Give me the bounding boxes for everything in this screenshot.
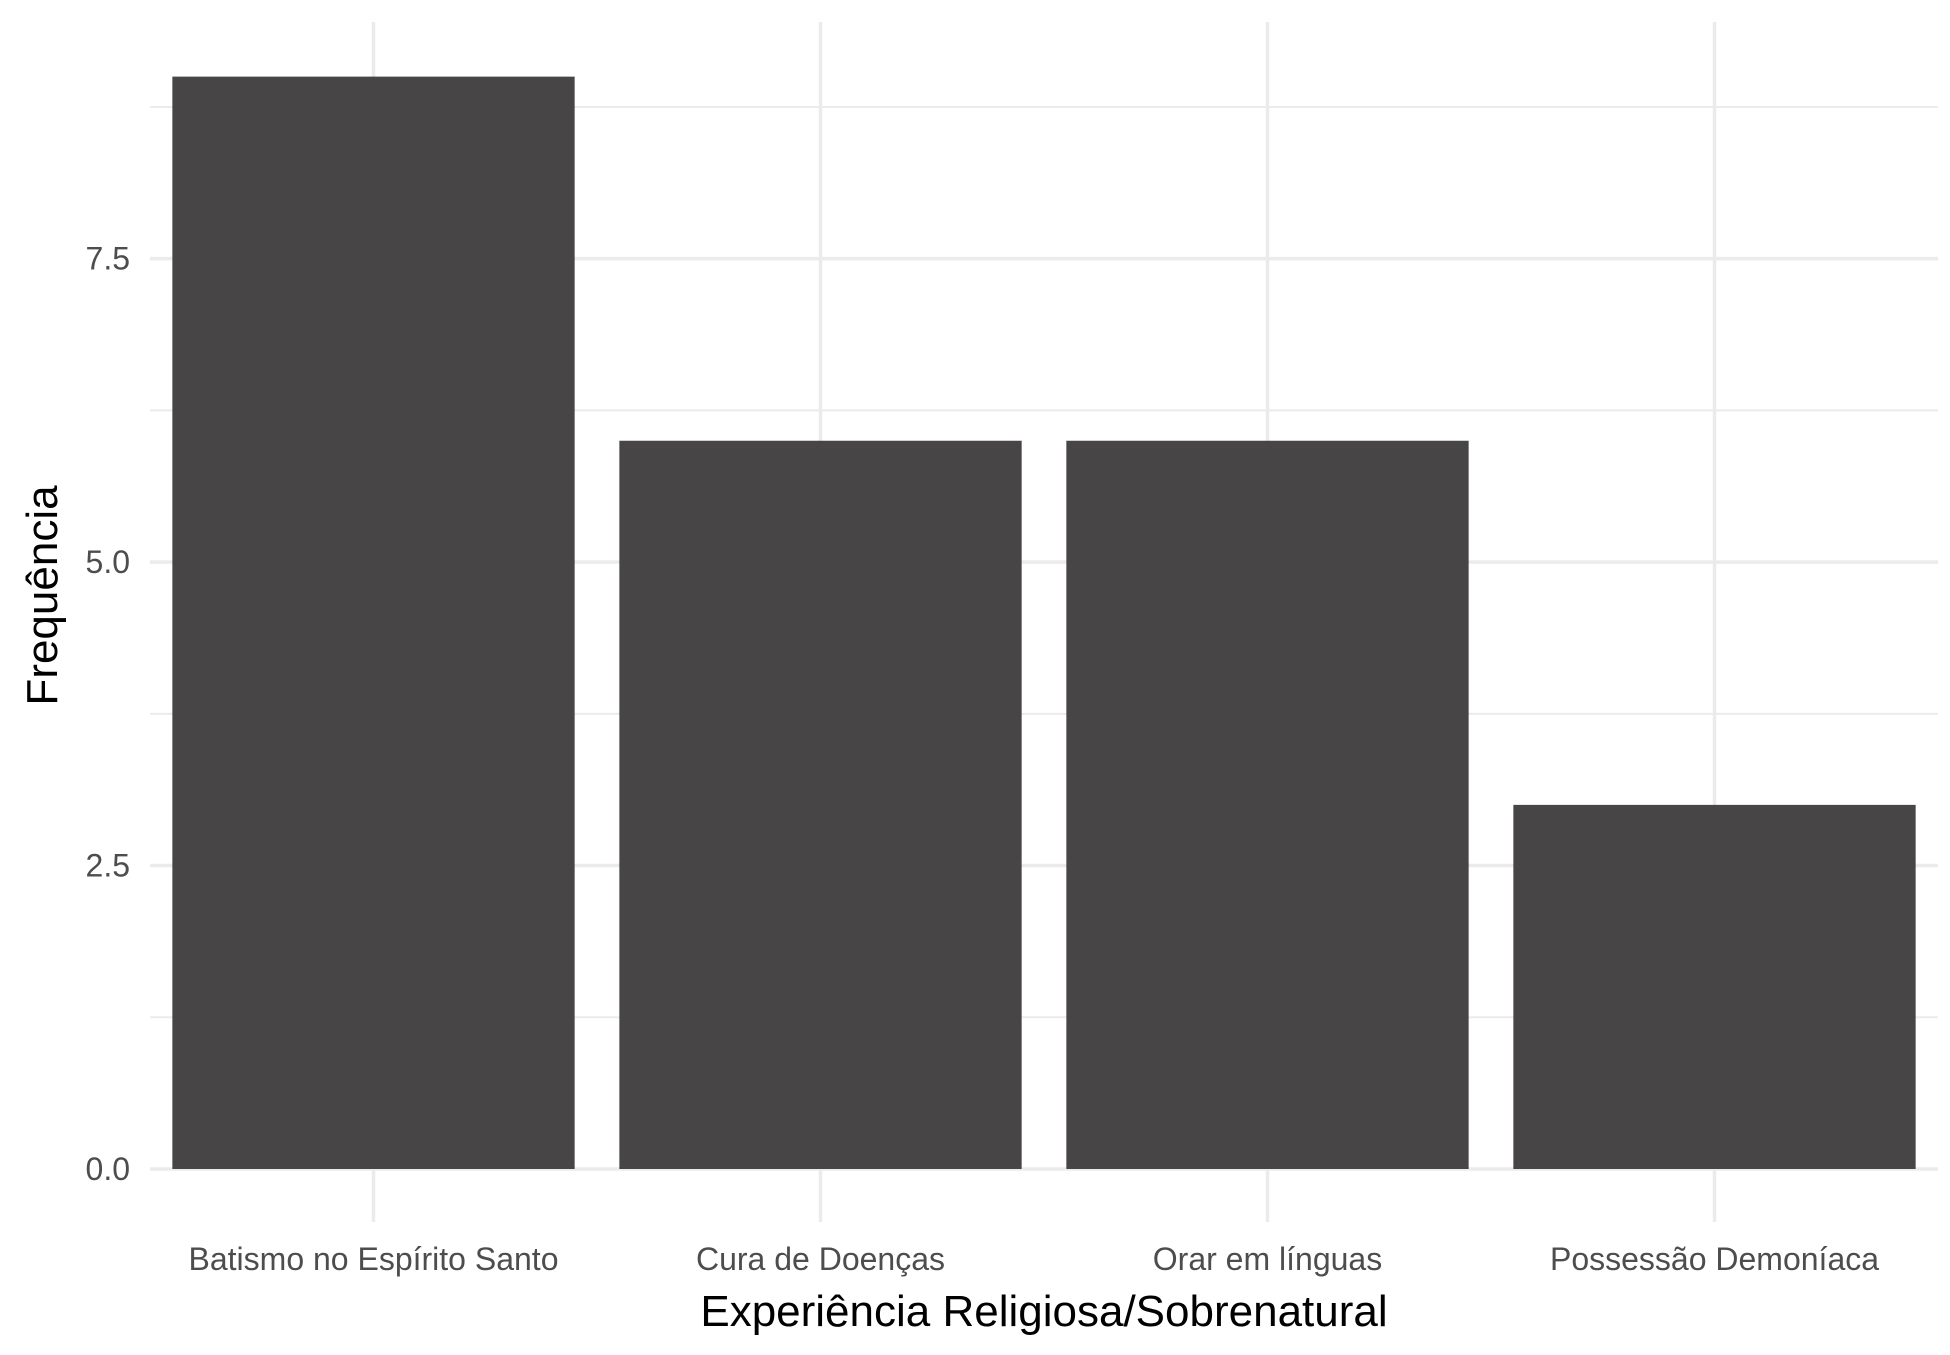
bar bbox=[172, 76, 575, 1170]
x-axis-ticks: Batismo no Espírito Santo Cura de Doenças… bbox=[189, 1241, 1880, 1277]
y-tick-label: 2.5 bbox=[86, 848, 130, 884]
x-tick-label: Batismo no Espírito Santo bbox=[189, 1241, 559, 1277]
y-tick-label: 5.0 bbox=[86, 544, 130, 580]
x-tick-label: Orar em línguas bbox=[1153, 1241, 1382, 1277]
y-axis-title: Frequência bbox=[18, 485, 67, 706]
bar bbox=[619, 440, 1022, 1169]
y-axis-ticks: 0.0 2.5 5.0 7.5 bbox=[86, 241, 130, 1187]
y-tick-label: 7.5 bbox=[86, 241, 130, 277]
bar-layer bbox=[172, 76, 1916, 1170]
x-tick-label: Possessão Demoníaca bbox=[1550, 1241, 1879, 1277]
bar bbox=[1513, 804, 1916, 1169]
bar bbox=[1066, 440, 1469, 1169]
x-tick-label: Cura de Doenças bbox=[696, 1241, 945, 1277]
x-axis-title: Experiência Religiosa/Sobrenatural bbox=[700, 1287, 1387, 1336]
y-tick-label: 0.0 bbox=[86, 1151, 130, 1187]
